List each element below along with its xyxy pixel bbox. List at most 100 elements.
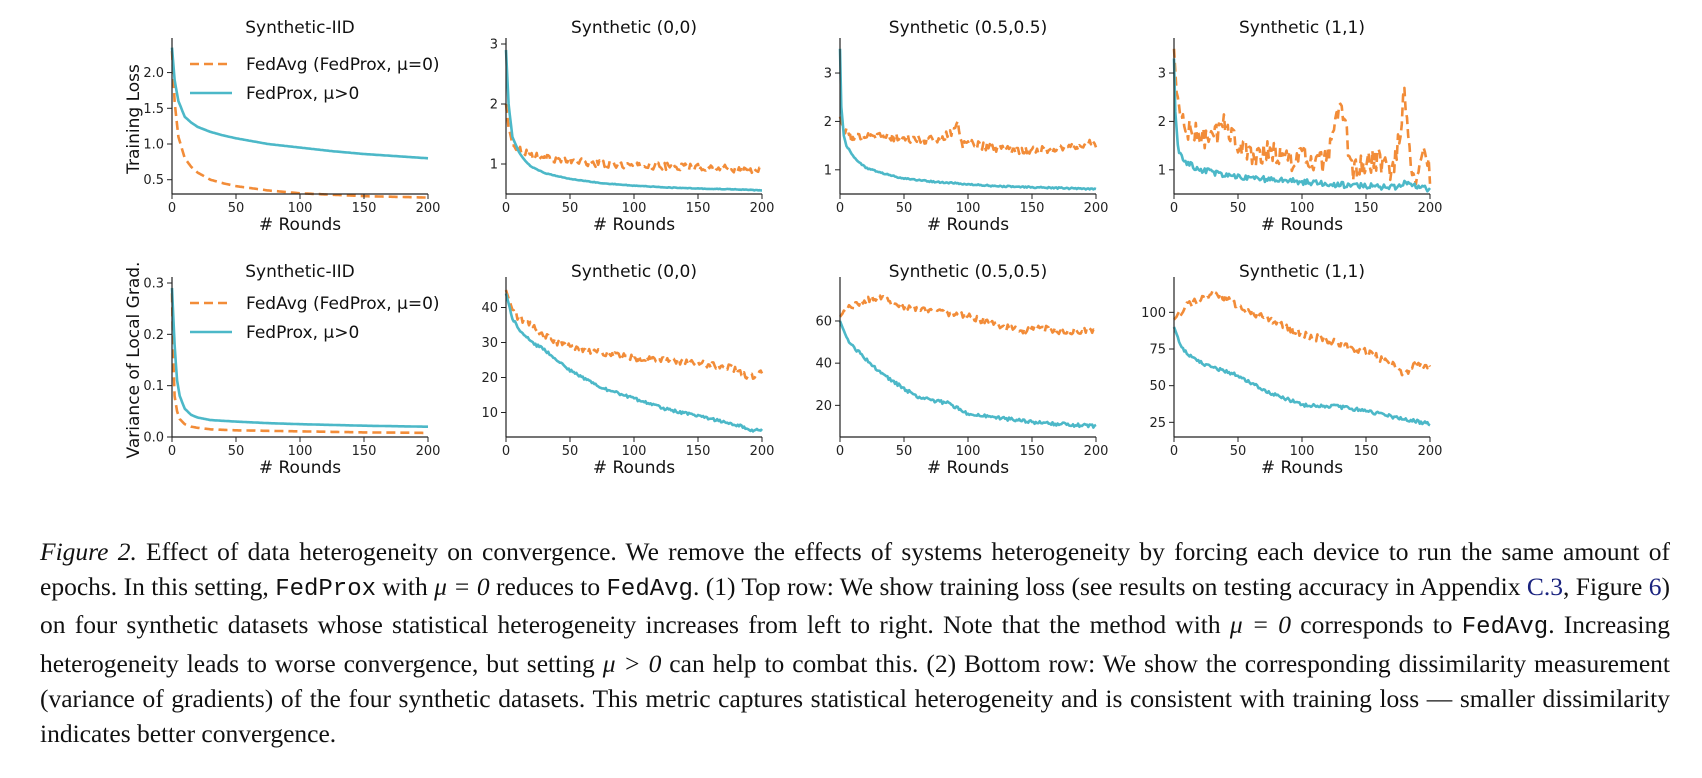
series-line-fedprox [170,288,429,429]
x-tick-label: 100 [956,201,981,216]
caption-text: can help to combat this. (2) Bottom row:… [40,648,1670,749]
y-tick-label: 1 [490,158,498,173]
series-line-fedavg [504,103,763,175]
x-tick-label: 100 [288,444,313,459]
caption-text: corresponds to [1291,610,1462,640]
y-tick-label: 1 [824,163,832,178]
x-tick-label: 200 [416,201,441,216]
subplot-0-2: Synthetic (0.5,0.5) 0 50 100 150 200 1 2 3 # Roun… [824,18,1109,235]
appendix-ref-link[interactable]: C.3 [1526,572,1563,602]
subplot-title: Synthetic (0.5,0.5) [889,18,1047,38]
caption-code: FedAvg [1461,614,1549,642]
x-axis-label: # Rounds [927,215,1009,235]
x-tick-label: 150 [1020,444,1045,459]
subplot-0-3: Synthetic (1,1) 0 50 100 150 200 1 2 3 # Rounds [1158,18,1443,235]
y-tick-label: 20 [481,371,498,386]
subplot-1-0: Synthetic-IID 0 50 100 150 200 0.0 0.1 0.2 0.3 # R… [124,262,440,478]
x-tick-label: 100 [956,444,981,459]
figure-ref-link[interactable]: 6 [1648,572,1662,602]
x-tick-label: 100 [622,201,647,216]
x-tick-label: 200 [1418,444,1443,459]
legend-label-fedprox: FedProx, μ>0 [246,323,359,343]
caption-math: μ = 0 [1229,610,1292,640]
x-axis-label: # Rounds [1261,215,1343,235]
series-line-fedprox [1172,58,1432,193]
y-tick-label: 40 [815,357,832,372]
y-tick-label: 100 [1141,306,1166,321]
y-axis-label: Training Loss [124,64,144,175]
caption-text: , Figure [1563,572,1649,602]
x-tick-label: 0 [836,201,844,216]
x-axis-label: # Rounds [593,458,675,478]
x-axis-label: # Rounds [593,215,675,235]
y-tick-label: 25 [1149,416,1166,431]
series-line-fedprox [504,293,764,433]
x-tick-label: 100 [288,201,313,216]
x-tick-label: 200 [1084,444,1109,459]
y-tick-label: 2 [824,115,832,130]
series-line-fedavg [838,293,1097,336]
x-tick-label: 0 [502,201,510,216]
x-tick-label: 200 [1418,201,1443,216]
caption-math: μ = 0 [434,572,490,602]
figure-caption: Figure 2. Effect of data heterogeneity o… [40,534,1670,751]
x-tick-label: 100 [622,444,647,459]
y-tick-label: 3 [824,67,832,82]
y-tick-label: 60 [815,314,832,329]
y-axis-label: Variance of Local Grad. [124,262,144,459]
x-tick-label: 200 [416,444,441,459]
legend-label-fedavg: FedAvg (FedProx, μ=0) [246,55,440,75]
x-tick-label: 100 [1290,444,1315,459]
x-axis-label: # Rounds [259,215,341,235]
y-tick-label: 40 [481,301,498,316]
subplot-0-0: Synthetic-IID 0 50 100 150 200 0.5 1.0 1.5 2.0 # R… [124,18,440,235]
x-tick-label: 0 [168,444,176,459]
caption-text: reduces to [489,572,607,602]
x-tick-label: 50 [896,201,913,216]
legend-label-fedprox: FedProx, μ>0 [246,84,359,104]
caption-math: μ > 0 [602,648,662,678]
x-tick-label: 0 [168,201,176,216]
subplot-title: Synthetic (1,1) [1239,262,1365,282]
y-tick-label: 1.0 [143,138,164,153]
subplot-1-2: Synthetic (0.5,0.5) 0 50 100 150 200 20 40 60 # R… [815,262,1108,478]
x-tick-label: 50 [1230,444,1247,459]
y-tick-label: 1 [1158,163,1166,178]
x-tick-label: 0 [1170,201,1178,216]
x-tick-label: 200 [1084,201,1109,216]
x-tick-label: 0 [836,444,844,459]
caption-code: FedAvg [606,576,693,604]
caption-text: ) on four synthetic datasets whose stati… [40,572,1670,640]
legend: FedAvg (FedProx, μ=0) FedProx, μ>0 [190,55,440,104]
series-line-fedprox [504,49,763,192]
subplot-1-1: Synthetic (0,0) 0 50 100 150 200 10 20 30 40 # Rou… [481,262,774,478]
x-tick-label: 150 [352,201,377,216]
subplot-0-1: Synthetic (0,0) 0 50 100 150 200 1 2 3 # Rounds [490,18,775,235]
figure-grid: Synthetic-IID 0 50 100 150 200 0.5 1.0 1.5 2.0 # R… [124,18,1443,478]
subplot-title: Synthetic (0,0) [571,18,697,38]
series-line-fedprox [838,320,1097,429]
subplot-title: Synthetic-IID [245,18,355,38]
y-tick-label: 3 [490,38,498,53]
y-tick-label: 20 [815,399,832,414]
series-line-fedavg [170,293,429,435]
x-tick-label: 50 [562,444,579,459]
series-line-fedavg [1173,289,1432,378]
series-line-fedavg [1172,48,1432,186]
series-line-fedprox [838,48,1097,191]
series-line-fedavg [170,51,429,199]
series-line-fedavg [838,116,1098,156]
y-tick-label: 0.1 [143,379,164,394]
x-axis-label: # Rounds [1261,458,1343,478]
y-tick-label: 1.5 [143,102,164,117]
caption-text: . (1) Top row: We show training loss (se… [692,572,1527,602]
x-tick-label: 50 [228,201,245,216]
x-axis-label: # Rounds [259,458,341,478]
series-line-fedprox [1172,326,1431,427]
x-tick-label: 150 [352,444,377,459]
x-axis-label: # Rounds [927,458,1009,478]
subplot-title: Synthetic (0,0) [571,262,697,282]
x-tick-label: 200 [750,201,775,216]
series-line-fedprox [170,47,429,160]
